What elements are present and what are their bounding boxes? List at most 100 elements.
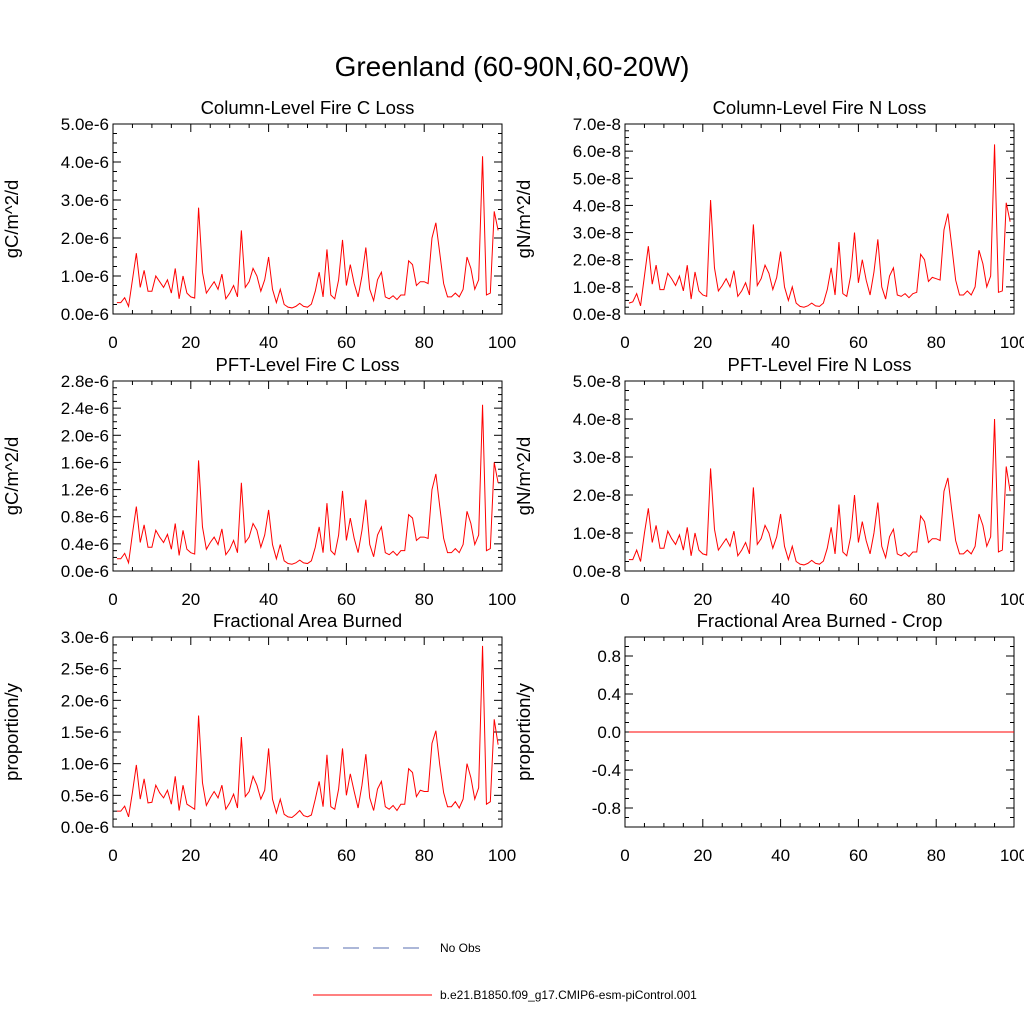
x-tick-label: 0 bbox=[620, 590, 629, 609]
x-tick-label: 100 bbox=[488, 590, 516, 609]
figure-title: Greenland (60-90N,60-20W) bbox=[335, 51, 690, 82]
x-tick-label: 0 bbox=[620, 846, 629, 865]
y-axis-label: proportion/y bbox=[1, 682, 22, 780]
chart-panel-5: Fractional Area Burned 0 20 40 60 80 100 0.0e-6… bbox=[1, 610, 516, 865]
x-tick-label: 20 bbox=[181, 333, 200, 352]
y-tick-label: 3.0e-8 bbox=[573, 448, 621, 467]
panel-title: Fractional Area Burned bbox=[213, 610, 402, 631]
y-tick-label: 3.0e-8 bbox=[573, 224, 621, 243]
y-axis-label: gN/m^2/d bbox=[513, 437, 534, 516]
legend: No Obs b.e21.B1850.f09_g17.CMIP6-esm-piCo… bbox=[313, 941, 697, 1002]
y-tick-label: 0.0e-8 bbox=[573, 562, 621, 581]
plot-frame bbox=[112, 123, 503, 315]
y-tick-label: 2.8e-6 bbox=[61, 372, 109, 391]
y-tick-label: 6.0e-8 bbox=[573, 142, 621, 161]
x-tick-label: 80 bbox=[927, 590, 946, 609]
y-tick-label: 3.0e-6 bbox=[61, 628, 109, 647]
y-tick-label: 2.0e-6 bbox=[61, 229, 109, 248]
panel-title: PFT-Level Fire N Loss bbox=[727, 354, 911, 375]
y-axis-label: gC/m^2/d bbox=[1, 437, 22, 516]
y-tick-label: 0.4 bbox=[597, 685, 621, 704]
y-tick-label: 2.4e-6 bbox=[61, 399, 109, 418]
y-tick-label: 1.0e-6 bbox=[61, 755, 109, 774]
y-tick-label: -0.8 bbox=[592, 799, 621, 818]
y-axis-label: proportion/y bbox=[513, 682, 534, 780]
x-tick-label: 20 bbox=[181, 846, 200, 865]
y-tick-label: 1.2e-6 bbox=[61, 481, 109, 500]
x-tick-label: 100 bbox=[488, 333, 516, 352]
y-tick-label: 4.0e-8 bbox=[573, 410, 621, 429]
x-tick-label: 100 bbox=[1000, 333, 1024, 352]
y-tick-label: 7.0e-8 bbox=[573, 115, 621, 134]
series-line bbox=[116, 156, 499, 309]
x-tick-label: 40 bbox=[259, 846, 278, 865]
panel-title: Column-Level Fire C Loss bbox=[201, 97, 415, 118]
x-tick-label: 100 bbox=[1000, 846, 1024, 865]
panels: Column-Level Fire C Loss 0 20 40 60 80 100 0.0e… bbox=[1, 97, 1024, 865]
legend-label-2: b.e21.B1850.f09_g17.CMIP6-esm-piControl.… bbox=[440, 988, 697, 1002]
y-tick-label: 3.0e-6 bbox=[61, 191, 109, 210]
x-tick-label: 20 bbox=[181, 590, 200, 609]
x-tick-label: 0 bbox=[108, 846, 117, 865]
y-tick-label: 2.0e-8 bbox=[573, 251, 621, 270]
panel-title: Column-Level Fire N Loss bbox=[713, 97, 927, 118]
x-tick-label: 20 bbox=[693, 333, 712, 352]
series-line bbox=[628, 418, 1011, 566]
y-tick-label: 5.0e-6 bbox=[61, 115, 109, 134]
y-tick-label: 0.0 bbox=[597, 723, 621, 742]
x-tick-label: 40 bbox=[771, 846, 790, 865]
y-tick-label: 1.0e-6 bbox=[61, 267, 109, 286]
chart-panel-2: Column-Level Fire N Loss 0 20 40 60 80 100 0.0e… bbox=[513, 97, 1024, 352]
y-tick-label: 1.5e-6 bbox=[61, 723, 109, 742]
x-tick-label: 40 bbox=[259, 333, 278, 352]
series-line bbox=[116, 404, 499, 565]
x-tick-label: 80 bbox=[927, 846, 946, 865]
x-tick-label: 0 bbox=[108, 333, 117, 352]
y-tick-label: 0.4e-6 bbox=[61, 535, 109, 554]
plot-frame bbox=[112, 380, 503, 572]
series-line bbox=[116, 645, 499, 819]
y-tick-label: 0.0e-6 bbox=[61, 305, 109, 324]
x-tick-label: 40 bbox=[771, 333, 790, 352]
chart-panel-6: Fractional Area Burned - Crop 0 20 40 60 80 10… bbox=[513, 610, 1024, 865]
x-tick-label: 60 bbox=[849, 333, 868, 352]
y-tick-label: 1.0e-8 bbox=[573, 524, 621, 543]
panel-title: PFT-Level Fire C Loss bbox=[215, 354, 399, 375]
x-tick-label: 60 bbox=[337, 590, 356, 609]
y-tick-label: 1.6e-6 bbox=[61, 453, 109, 472]
x-tick-label: 80 bbox=[415, 590, 434, 609]
x-tick-label: 40 bbox=[259, 590, 278, 609]
x-tick-label: 80 bbox=[415, 333, 434, 352]
x-tick-label: 20 bbox=[693, 590, 712, 609]
y-tick-label: 4.0e-8 bbox=[573, 196, 621, 215]
x-tick-label: 80 bbox=[927, 333, 946, 352]
y-tick-label: 2.5e-6 bbox=[61, 660, 109, 679]
y-tick-label: 0.0e-6 bbox=[61, 562, 109, 581]
y-tick-label: 2.0e-8 bbox=[573, 486, 621, 505]
x-tick-label: 40 bbox=[771, 590, 790, 609]
y-axis-label: gC/m^2/d bbox=[1, 180, 22, 259]
y-tick-label: 0.0e-6 bbox=[61, 818, 109, 837]
x-tick-label: 20 bbox=[693, 846, 712, 865]
y-tick-label: 0.5e-6 bbox=[61, 786, 109, 805]
y-tick-label: 5.0e-8 bbox=[573, 372, 621, 391]
y-tick-label: 0.8 bbox=[597, 647, 621, 666]
panel-title: Fractional Area Burned - Crop bbox=[697, 610, 943, 631]
x-tick-label: 60 bbox=[337, 333, 356, 352]
x-tick-label: 80 bbox=[415, 846, 434, 865]
chart-panel-4: PFT-Level Fire N Loss 0 20 40 60 80 100 0.0e-8 1… bbox=[513, 354, 1024, 609]
y-tick-label: 0.8e-6 bbox=[61, 508, 109, 527]
y-tick-label: 0.0e-8 bbox=[573, 305, 621, 324]
y-tick-label: 2.0e-6 bbox=[61, 426, 109, 445]
x-tick-label: 60 bbox=[849, 590, 868, 609]
legend-label-1: No Obs bbox=[440, 941, 481, 955]
x-tick-label: 60 bbox=[337, 846, 356, 865]
y-axis-label: gN/m^2/d bbox=[513, 180, 534, 259]
x-tick-label: 100 bbox=[1000, 590, 1024, 609]
plot-frame bbox=[624, 123, 1015, 315]
x-tick-label: 60 bbox=[849, 846, 868, 865]
plot-frame bbox=[624, 380, 1015, 572]
x-tick-label: 0 bbox=[620, 333, 629, 352]
x-tick-label: 0 bbox=[108, 590, 117, 609]
